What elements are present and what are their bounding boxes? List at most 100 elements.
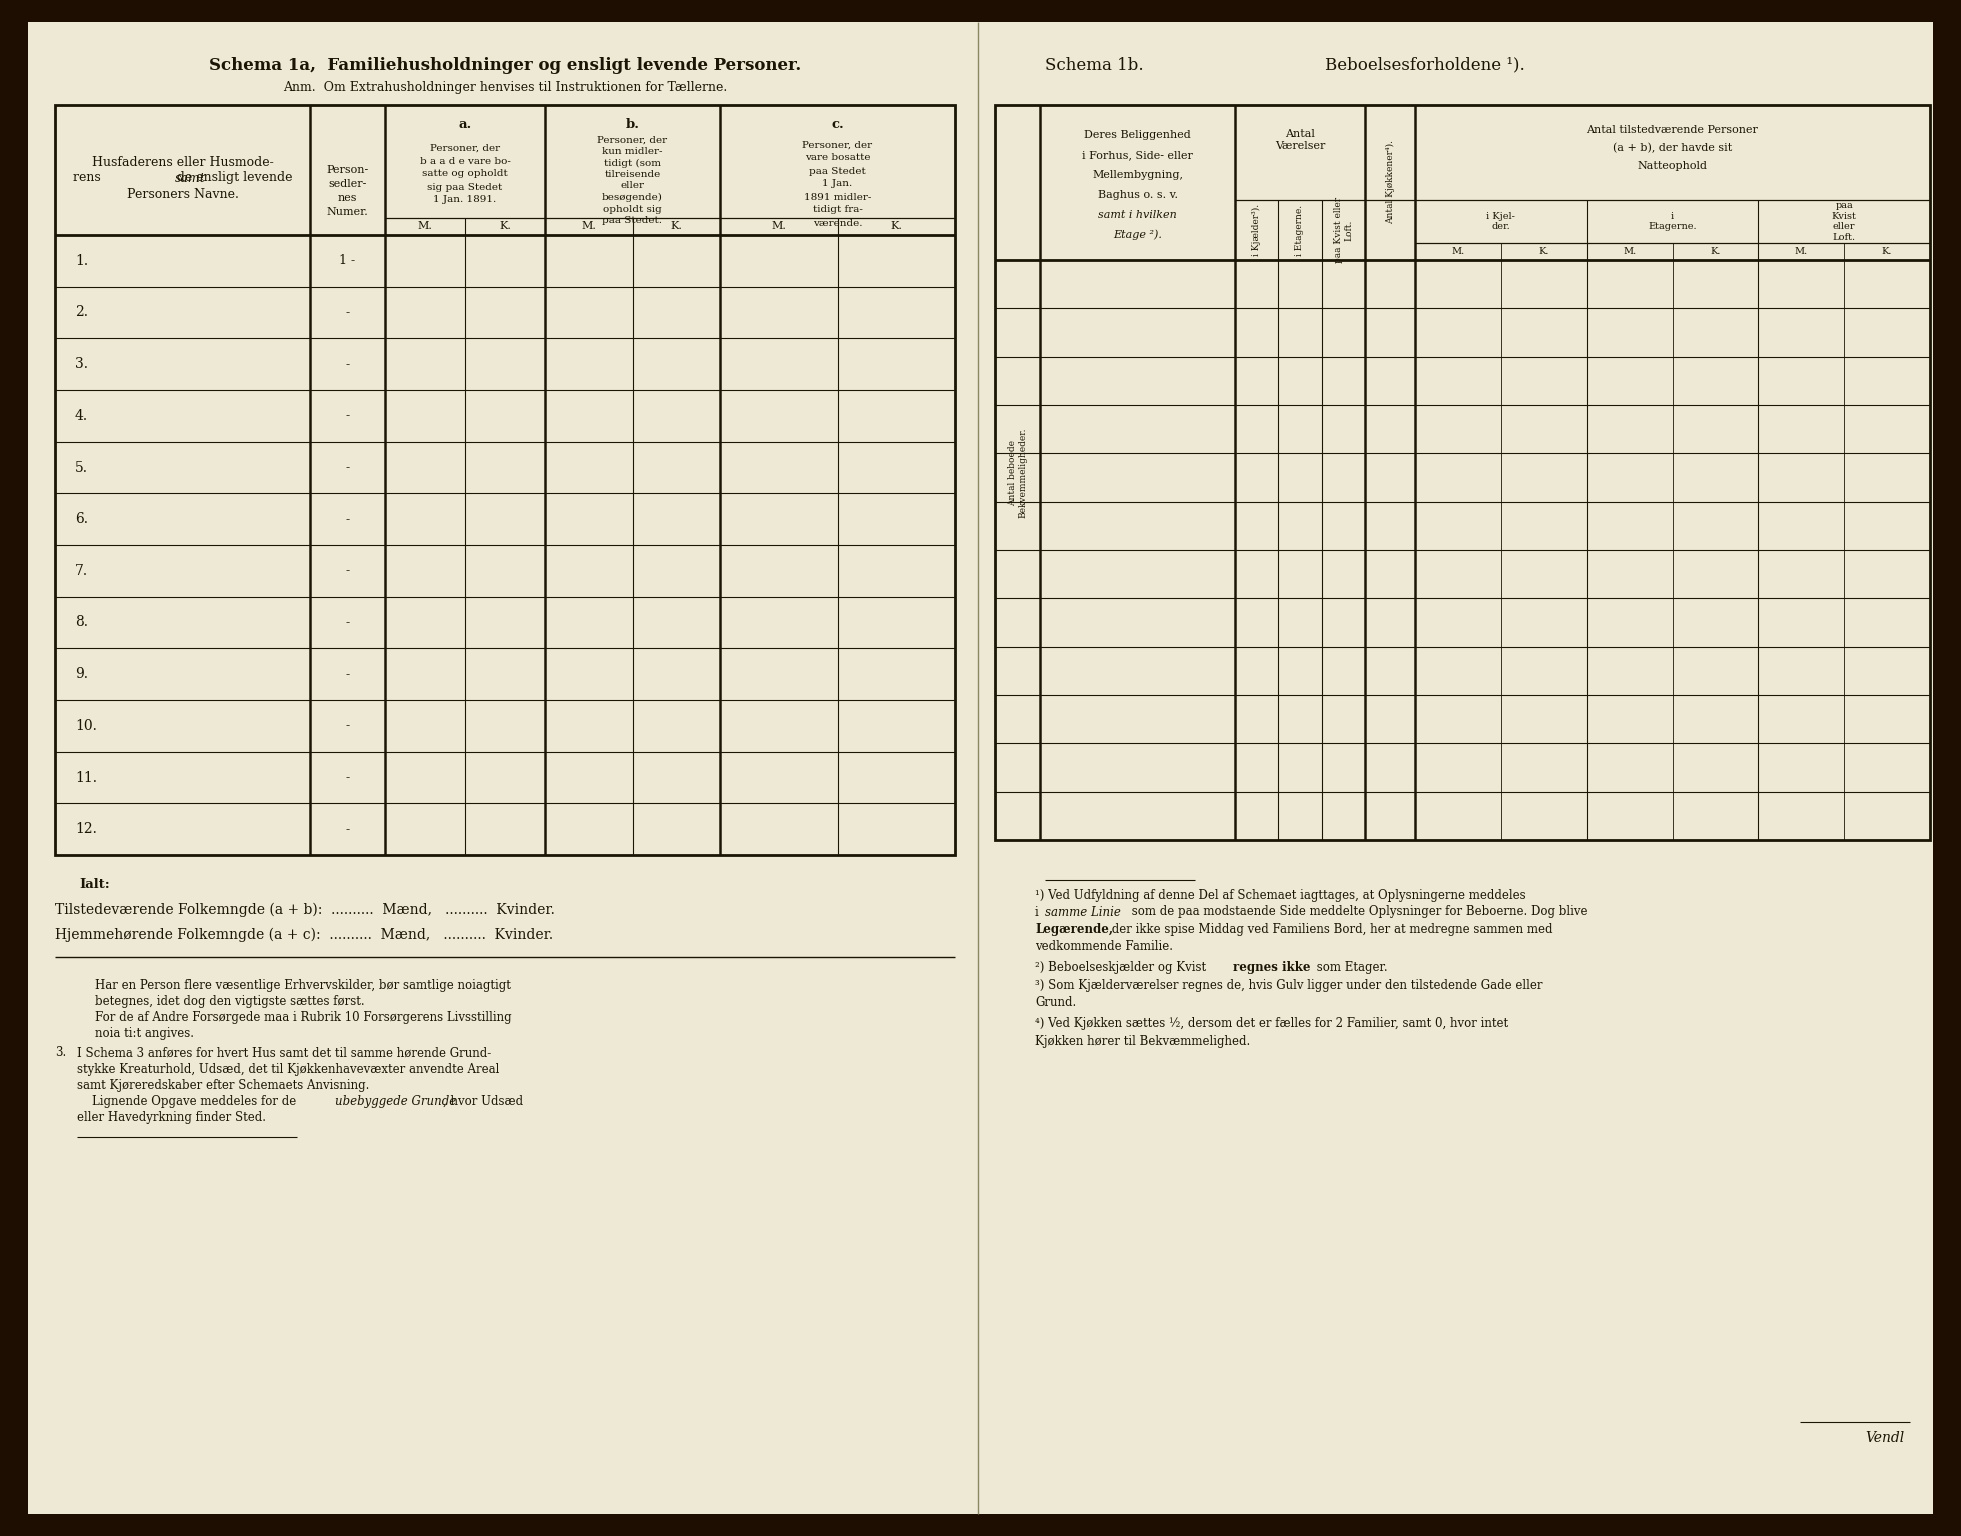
Text: tidigt (som: tidigt (som	[604, 158, 661, 167]
Text: ¹) Ved Udfyldning af denne Del af Schemaet iagttages, at Oplysningerne meddeles: ¹) Ved Udfyldning af denne Del af Schema…	[1035, 888, 1526, 902]
Text: paa Stedet: paa Stedet	[810, 166, 867, 175]
Text: Anm.  Om Extrahusholdninger henvises til Instruktionen for Tællerne.: Anm. Om Extrahusholdninger henvises til …	[282, 81, 728, 95]
Text: -: -	[345, 513, 349, 525]
Text: Husfaderens eller Husmode-: Husfaderens eller Husmode-	[92, 155, 273, 169]
Text: 2.: 2.	[75, 306, 88, 319]
Text: Antal tilstedværende Personer: Antal tilstedværende Personer	[1586, 124, 1759, 135]
Text: -: -	[345, 306, 349, 319]
Text: I Schema 3 anføres for hvert Hus samt det til samme hørende Grund-: I Schema 3 anføres for hvert Hus samt de…	[76, 1046, 492, 1060]
Text: Deres Beliggenhed: Deres Beliggenhed	[1084, 131, 1190, 140]
Text: Antal Kjøkkener⁴).: Antal Kjøkkener⁴).	[1384, 140, 1394, 224]
Text: -: -	[345, 823, 349, 836]
Text: K.: K.	[671, 221, 682, 230]
Text: paa
Kvist
eller
Loft.: paa Kvist eller Loft.	[1832, 201, 1857, 241]
Text: eller: eller	[620, 181, 645, 190]
Text: samt Kjøreredskaber efter Schemaets Anvisning.: samt Kjøreredskaber efter Schemaets Anvi…	[76, 1078, 369, 1092]
Text: c.: c.	[831, 118, 843, 132]
Text: -: -	[345, 719, 349, 733]
Text: sig paa Stedet: sig paa Stedet	[427, 183, 502, 192]
Text: -: -	[345, 564, 349, 578]
Text: 4.: 4.	[75, 409, 88, 422]
Text: samme Linie: samme Linie	[1045, 906, 1122, 919]
Text: Personer, der: Personer, der	[429, 143, 500, 152]
Text: Personer, der: Personer, der	[802, 140, 873, 149]
Text: Kjøkken hører til Bekvæmmelighed.: Kjøkken hører til Bekvæmmelighed.	[1035, 1035, 1251, 1048]
Text: Antal beboede
Bekvemmeligheder.: Antal beboede Bekvemmeligheder.	[1008, 427, 1028, 518]
Text: tidigt fra-: tidigt fra-	[812, 206, 863, 215]
Text: Schema 1a,  Familiehusholdninger og ensligt levende Personer.: Schema 1a, Familiehusholdninger og ensli…	[210, 57, 802, 74]
Text: a.: a.	[459, 118, 473, 132]
Text: i: i	[1035, 906, 1043, 919]
Text: Personer, der: Personer, der	[598, 135, 667, 144]
Text: som de paa modstaende Side meddelte Oplysninger for Beboerne. Dog blive: som de paa modstaende Side meddelte Oply…	[1128, 906, 1588, 919]
Text: M.: M.	[771, 221, 786, 230]
Text: -: -	[345, 409, 349, 422]
Text: 6.: 6.	[75, 511, 88, 527]
Text: M.: M.	[580, 221, 596, 230]
Text: i Kjælder³).: i Kjælder³).	[1253, 204, 1261, 257]
Text: vedkommende Familie.: vedkommende Familie.	[1035, 940, 1173, 952]
Text: K.: K.	[498, 221, 512, 230]
Text: M.: M.	[1624, 247, 1635, 257]
Text: 12.: 12.	[75, 822, 96, 836]
Text: 3.: 3.	[55, 1046, 67, 1060]
Text: Grund.: Grund.	[1035, 995, 1077, 1009]
Text: -: -	[345, 461, 349, 475]
Text: opholdt sig: opholdt sig	[604, 204, 663, 214]
Text: -: -	[345, 668, 349, 680]
Text: M.: M.	[1451, 247, 1465, 257]
Text: Beboelsesforholdene ¹).: Beboelsesforholdene ¹).	[1326, 57, 1526, 74]
Text: 1 Jan.: 1 Jan.	[822, 180, 853, 189]
Text: vare bosatte: vare bosatte	[804, 154, 871, 163]
Text: besøgende): besøgende)	[602, 194, 663, 203]
Text: Schema 1b.: Schema 1b.	[1045, 57, 1143, 74]
Text: Tilstedeværende Folkemngde (a + b):  ..........  Mænd,   ..........  Kvinder.: Tilstedeværende Folkemngde (a + b): ....…	[55, 903, 555, 917]
Bar	[55, 104, 955, 856]
Text: 5.: 5.	[75, 461, 88, 475]
Text: 8.: 8.	[75, 616, 88, 630]
Text: i Etagerne.: i Etagerne.	[1296, 204, 1304, 255]
Text: regnes ikke: regnes ikke	[1233, 962, 1310, 974]
Text: For de af Andre Forsørgede maa i Rubrik 10 Forsørgerens Livsstilling: For de af Andre Forsørgede maa i Rubrik …	[94, 1011, 512, 1023]
Text: ³) Som Kjælderværelser regnes de, hvis Gulv ligger under den tilstedende Gade el: ³) Som Kjælderværelser regnes de, hvis G…	[1035, 978, 1543, 992]
Text: (a + b), der havde sit: (a + b), der havde sit	[1612, 143, 1732, 154]
Text: 9.: 9.	[75, 667, 88, 680]
Text: K.: K.	[1710, 247, 1720, 257]
Text: Person-: Person-	[326, 164, 369, 175]
Text: 1 Jan. 1891.: 1 Jan. 1891.	[433, 195, 496, 204]
Text: paa Stedet.: paa Stedet.	[602, 217, 663, 224]
Text: M.: M.	[1794, 247, 1808, 257]
Text: Lignende Opgave meddeles for de: Lignende Opgave meddeles for de	[76, 1095, 300, 1107]
Text: ²) Beboelseskjælder og Kvist: ²) Beboelseskjælder og Kvist	[1035, 962, 1210, 974]
Text: K.: K.	[1883, 247, 1892, 257]
Text: Natteophold: Natteophold	[1637, 161, 1708, 170]
Text: Personers Navne.: Personers Navne.	[127, 187, 239, 201]
Text: betegnes, idet dog den vigtigste sættes først.: betegnes, idet dog den vigtigste sættes …	[94, 994, 365, 1008]
Text: -: -	[345, 616, 349, 630]
Text: Numer.: Numer.	[327, 207, 369, 217]
Text: -: -	[345, 771, 349, 783]
Text: kun midler-: kun midler-	[602, 147, 663, 157]
Text: i Forhus, Side- eller: i Forhus, Side- eller	[1082, 151, 1192, 160]
Text: K.: K.	[890, 221, 902, 230]
Text: som Etager.: som Etager.	[1314, 962, 1388, 974]
Text: der ikke spise Middag ved Familiens Bord, her at medregne sammen med: der ikke spise Middag ved Familiens Bord…	[1108, 923, 1553, 935]
Text: værende.: værende.	[812, 218, 863, 227]
Text: paa Kvist eller
Loft.: paa Kvist eller Loft.	[1333, 197, 1353, 263]
Text: ⁴) Ved Kjøkken sættes ½, dersom det er fælles for 2 Familier, samt 0, hvor intet: ⁴) Ved Kjøkken sættes ½, dersom det er f…	[1035, 1017, 1508, 1031]
Text: Har en Person flere væsentlige Erhvervskilder, bør samtlige noiagtigt: Har en Person flere væsentlige Erhvervsk…	[94, 978, 512, 992]
Text: 7.: 7.	[75, 564, 88, 578]
Text: 10.: 10.	[75, 719, 96, 733]
Text: -: -	[345, 358, 349, 370]
Text: Mellembygning,: Mellembygning,	[1092, 170, 1182, 180]
Text: Ialt:: Ialt:	[80, 879, 110, 891]
Text: Vendl: Vendl	[1865, 1432, 1904, 1445]
Text: i
Etagerne.: i Etagerne.	[1647, 212, 1696, 232]
Text: i Kjel-
der.: i Kjel- der.	[1486, 212, 1516, 232]
Text: samt i hvilken: samt i hvilken	[1098, 210, 1177, 220]
Text: ubebyggede Grunde: ubebyggede Grunde	[335, 1095, 457, 1107]
Text: M.: M.	[418, 221, 433, 230]
Bar	[994, 104, 1930, 840]
Text: stykke Kreaturhold, Udsæd, det til Kjøkkenhavevæxter anvendte Areal: stykke Kreaturhold, Udsæd, det til Kjøkk…	[76, 1063, 500, 1075]
Text: tilreisende: tilreisende	[604, 170, 661, 180]
